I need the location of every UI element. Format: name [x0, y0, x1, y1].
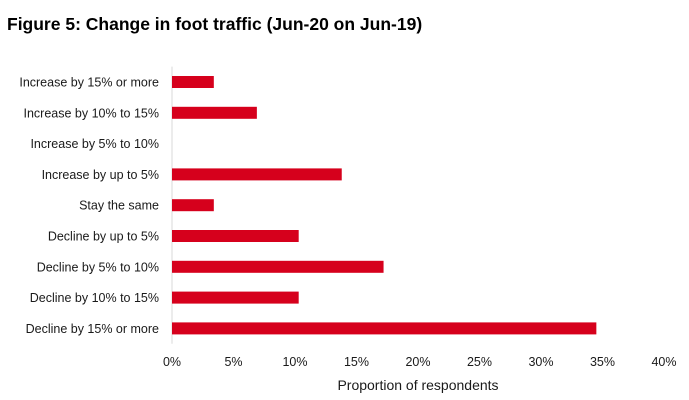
bar-3: [172, 168, 342, 181]
x-tick-label-4: 20%: [405, 355, 430, 369]
x-tick-label-8: 40%: [651, 355, 676, 369]
category-label-6: Decline by 5% to 10%: [37, 260, 159, 274]
category-label-7: Decline by 10% to 15%: [30, 291, 159, 305]
x-tick-label-5: 25%: [467, 355, 492, 369]
category-label-2: Increase by 5% to 10%: [30, 137, 159, 151]
x-tick-label-2: 10%: [282, 355, 307, 369]
x-tick-labels-group: 0% 5% 10% 15% 20% 25% 30% 35% 40%: [163, 355, 677, 369]
bars-group: [172, 76, 597, 335]
bar-0: [172, 76, 214, 88]
bar-5: [172, 230, 299, 242]
category-label-0: Increase by 15% or more: [19, 76, 159, 90]
bar-8: [172, 322, 597, 335]
category-label-5: Decline by up to 5%: [48, 230, 159, 244]
bar-7: [172, 291, 299, 304]
chart-title: Figure 5: Change in foot traffic (Jun-20…: [7, 14, 423, 34]
category-labels-group: Increase by 15% or more Increase by 10% t…: [19, 76, 159, 336]
category-label-8: Decline by 15% or more: [26, 322, 159, 336]
category-label-1: Increase by 10% to 15%: [24, 106, 160, 120]
x-axis-title: Proportion of respondents: [337, 377, 498, 393]
bar-4: [172, 199, 214, 212]
bar-1: [172, 106, 257, 119]
category-label-3: Increase by up to 5%: [42, 168, 159, 182]
x-tick-label-3: 15%: [344, 355, 369, 369]
x-tick-label-7: 35%: [590, 355, 615, 369]
bar-6: [172, 260, 384, 273]
x-tick-label-1: 5%: [224, 355, 242, 369]
x-tick-label-0: 0%: [163, 355, 181, 369]
x-tick-label-6: 30%: [528, 355, 553, 369]
category-label-4: Stay the same: [79, 199, 159, 213]
